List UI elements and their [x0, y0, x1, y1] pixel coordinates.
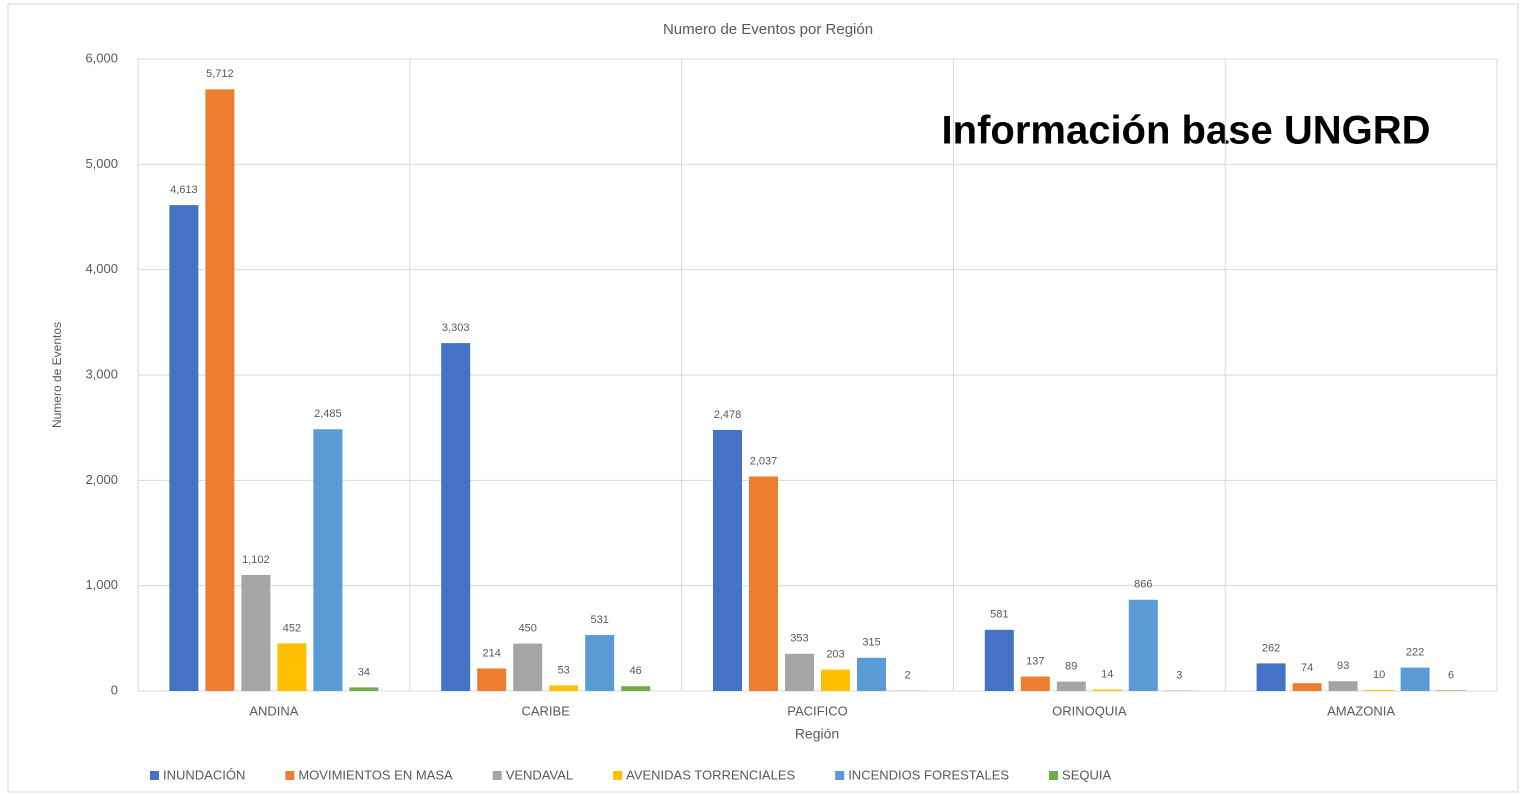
bar	[441, 343, 471, 691]
x-axis-label: Región	[795, 726, 839, 742]
data-label: 2,478	[714, 409, 742, 421]
legend-swatch	[150, 771, 159, 780]
chart-frame	[7, 3, 1519, 793]
x-tick-label: ORINOQUIA	[1052, 703, 1127, 718]
data-label: 866	[1134, 579, 1152, 591]
bar	[477, 668, 507, 691]
legend-label: SEQUIA	[1062, 767, 1111, 782]
bar	[984, 629, 1014, 691]
data-label: 1,102	[242, 554, 270, 566]
bar	[1436, 690, 1466, 691]
y-tick-label: 6,000	[85, 50, 118, 65]
legend-swatch	[492, 771, 502, 780]
data-label: 2	[904, 670, 910, 682]
bar	[1400, 667, 1430, 691]
data-label: 315	[862, 637, 880, 649]
legend-swatch	[835, 771, 845, 780]
bar	[241, 574, 271, 691]
bar	[857, 657, 886, 691]
chart-title: Numero de Eventos por Región	[663, 21, 873, 38]
data-label: 203	[826, 649, 844, 661]
legend-label: INCENDIOS FORESTALES	[848, 767, 1009, 782]
bar	[749, 476, 778, 691]
bar	[1256, 663, 1286, 691]
y-tick-label: 1,000	[85, 577, 118, 592]
legend-swatch	[1049, 771, 1059, 780]
data-label: 10	[1373, 669, 1385, 681]
data-label: 3,303	[442, 322, 470, 334]
y-tick-label: 0	[111, 682, 118, 697]
y-axis-label: Numero de Eventos	[50, 322, 64, 428]
data-label: 531	[591, 614, 609, 626]
bar	[169, 205, 199, 691]
bar	[1292, 683, 1322, 691]
data-label: 353	[790, 633, 808, 645]
y-tick-label: 5,000	[85, 156, 118, 171]
bar	[205, 89, 235, 691]
x-tick-label: PACIFICO	[787, 703, 847, 718]
data-label: 34	[358, 666, 370, 678]
bar	[621, 686, 651, 691]
legend-swatch	[613, 771, 623, 780]
legend-swatch	[285, 771, 295, 780]
data-label: 222	[1406, 647, 1424, 659]
data-label: 3	[1176, 670, 1182, 682]
x-tick-label: AMAZONIA	[1327, 703, 1395, 718]
bar	[585, 635, 615, 691]
data-label: 2,037	[750, 455, 778, 467]
bar	[1020, 676, 1050, 691]
x-tick-label: ANDINA	[249, 703, 298, 718]
bar	[1128, 599, 1158, 691]
x-tick-label: CARIBE	[521, 703, 570, 718]
data-label: 450	[519, 623, 537, 635]
data-label: 5,712	[206, 68, 234, 80]
legend-label: MOVIMIENTOS EN MASA	[298, 767, 453, 782]
bar	[313, 429, 343, 691]
y-tick-label: 4,000	[85, 261, 118, 276]
bar	[277, 643, 307, 691]
data-label: 89	[1065, 661, 1077, 673]
legend-label: VENDAVAL	[506, 767, 573, 782]
bar	[1364, 689, 1394, 691]
data-label: 74	[1301, 662, 1313, 674]
data-label: 2,485	[314, 408, 342, 420]
bar	[349, 687, 379, 691]
data-label: 262	[1262, 642, 1280, 654]
y-tick-label: 3,000	[85, 366, 118, 381]
bar	[713, 429, 742, 691]
data-label: 137	[1026, 655, 1044, 667]
bar	[1092, 689, 1122, 691]
data-label: 93	[1337, 660, 1349, 672]
bar	[1056, 681, 1086, 691]
bar	[821, 669, 850, 691]
y-tick-label: 2,000	[85, 472, 118, 487]
data-label: 4,613	[170, 184, 198, 196]
bar	[785, 653, 814, 691]
bar	[1328, 681, 1358, 691]
legend-label: AVENIDAS TORRENCIALES	[626, 767, 795, 782]
annotation: Información base UNGRD	[942, 109, 1431, 153]
bar	[513, 643, 543, 691]
data-label: 46	[630, 665, 642, 677]
data-label: 14	[1101, 668, 1113, 680]
data-label: 6	[1448, 669, 1454, 681]
legend-label: INUNDACIÓN	[163, 767, 245, 782]
data-label: 214	[483, 647, 501, 659]
data-label: 581	[990, 609, 1008, 621]
data-label: 53	[558, 664, 570, 676]
data-label: 452	[283, 622, 301, 634]
bar	[549, 685, 579, 691]
